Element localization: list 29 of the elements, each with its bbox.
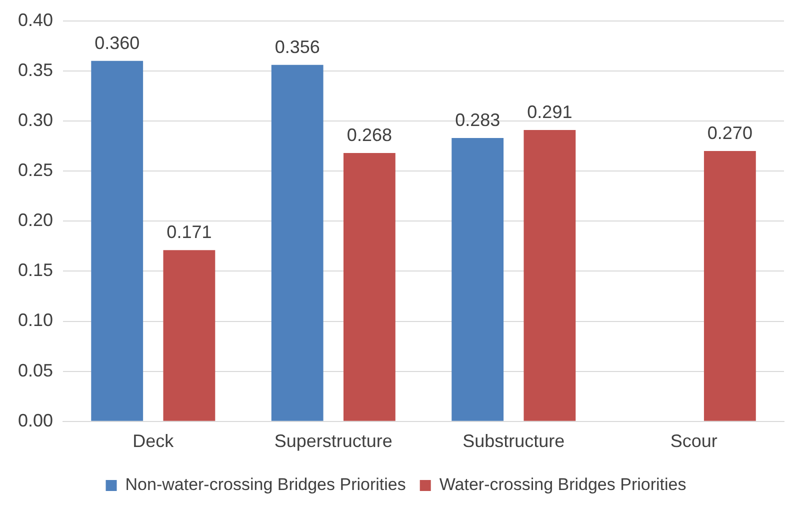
y-tick-label: 0.30 <box>18 110 54 130</box>
legend-label: Non-water-crossing Bridges Priorities <box>125 475 406 494</box>
y-tick-label: 0.40 <box>18 10 54 30</box>
y-tick-label: 0.05 <box>18 360 54 380</box>
x-tick-label: Deck <box>132 431 175 452</box>
bar <box>524 130 576 421</box>
y-tick-label: 0.00 <box>18 410 54 430</box>
y-tick-label: 0.35 <box>18 60 54 80</box>
y-tick-label: 0.20 <box>18 210 54 230</box>
data-label: 0.291 <box>527 102 572 122</box>
data-label: 0.171 <box>166 222 212 242</box>
bar <box>452 138 504 421</box>
bar <box>704 150 756 421</box>
legend-label: Water-crossing Bridges Priorities <box>439 475 686 494</box>
data-label: 0.270 <box>707 122 752 143</box>
bar <box>91 60 144 421</box>
bar <box>343 153 396 421</box>
data-label: 0.283 <box>455 110 500 130</box>
y-tick-label: 0.25 <box>18 160 54 180</box>
x-tick-label: Superstructure <box>274 431 392 452</box>
data-label: 0.356 <box>274 36 320 57</box>
y-tick-label: 0.10 <box>18 310 54 330</box>
x-tick-label: Scour <box>670 431 718 452</box>
x-tick-label: Substructure <box>462 431 565 452</box>
bar <box>163 250 216 421</box>
bar <box>271 64 324 421</box>
data-label: 0.268 <box>346 124 392 145</box>
data-label: 0.360 <box>94 32 140 53</box>
y-tick-label: 0.15 <box>18 260 54 280</box>
